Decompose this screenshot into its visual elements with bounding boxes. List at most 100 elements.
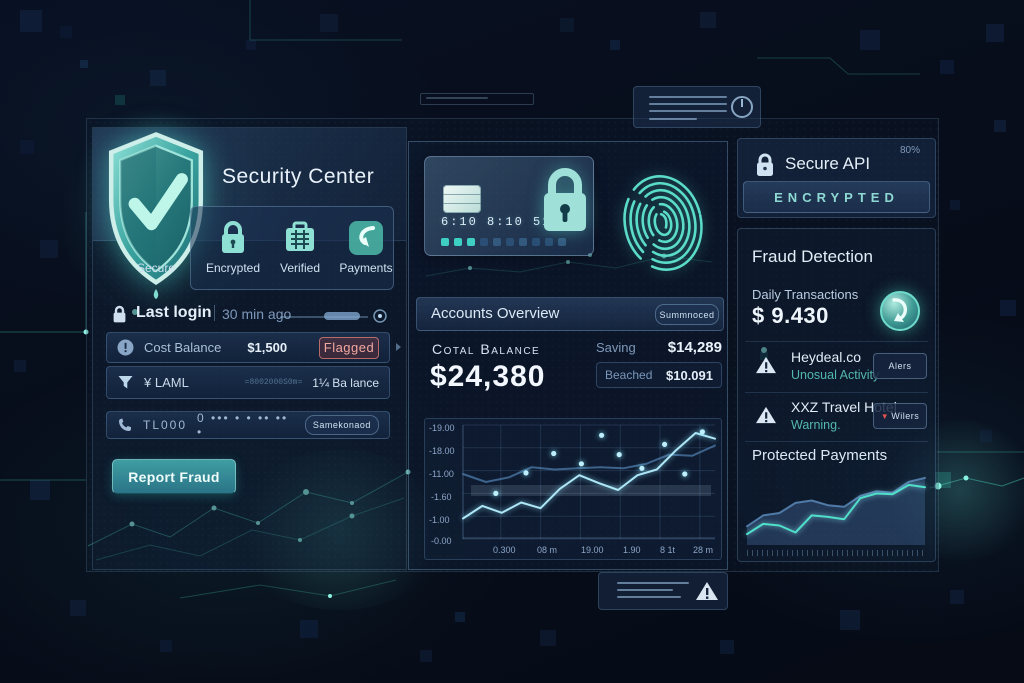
card-number: 6:10 8:10 5110 [441,215,570,229]
x-tick: 28 m [693,545,714,555]
y-tick: -19.00 [429,423,455,433]
protected-chart-ticks [747,550,925,556]
alert-name: Heydeal.co [791,349,862,365]
stat-saving: Saving $14,289 [596,339,722,356]
widget-text-line [649,110,727,112]
payments-arrow-icon[interactable] [347,219,385,257]
row-badge: Samekonaod [304,415,379,435]
card-dots [441,233,571,251]
page-title: Security Center [222,165,375,188]
alert-desc: Unosual Activity [791,368,880,382]
alert-row-xxz-travel[interactable]: XXZ Travel Hotel Warning. ▼ Wilers [745,395,928,439]
x-tick: 0.300 [493,545,516,555]
briefcase-icon[interactable] [282,221,318,255]
report-fraud-button[interactable]: Report Fraud [112,459,236,494]
widget-text-line [617,596,681,598]
daily-transactions-label: Daily Transactions [752,287,859,302]
clock-icon [731,96,753,118]
secure-api-percent: 80% [900,145,921,156]
feature-label-secure: Secure [136,261,176,275]
divider [745,341,928,342]
accounts-overview-badge: Summnoced [655,304,719,325]
x-tick: 08 m [537,545,558,555]
y-tick: -1.00 [429,515,450,525]
protected-payments-chart [746,476,926,545]
y-tick: -1.60 [431,492,452,502]
alert-circle-icon [117,339,134,356]
flagged-badge: Flagged [319,336,379,359]
alert-badge: Alers [873,353,927,379]
lock-icon[interactable] [215,219,251,257]
x-tick: 8 1t [660,545,676,555]
balance-chart-plot [462,424,716,540]
x-tick: 1.90 [623,545,641,555]
alert-badge-mark: ▼ [880,411,890,421]
last-login-ago: 30 min ago [222,306,292,322]
widget-text-line [649,96,727,98]
widget-text-line [649,103,727,105]
alert-row-heydeal[interactable]: Heydeal.co Unosual Activity Alers [745,345,928,389]
warning-triangle-icon [756,406,776,424]
login-progress-decor [280,309,387,323]
stat-value: $10.091 [666,367,713,383]
feature-label-payments: Payments [339,261,393,275]
shield-check-icon [108,132,204,300]
balance-chart: -19.00 -18.00 -11.00 -1.60 -1.00 -0.00 0… [424,418,722,560]
y-tick: -0.00 [431,536,452,546]
search-bar-line [426,97,488,99]
secure-api-panel: Secure API 80% ENCRYPTED [737,138,936,218]
fraud-detection-title: Fraud Detection [752,247,873,266]
lock-icon [757,153,773,176]
alert-badge: ▼ Wilers [873,403,927,429]
row-label: TL000 [143,418,188,432]
bottom-alert-widget[interactable] [598,572,728,610]
account-row-cost-balance[interactable]: Cost Balance $1,500 Flagged [106,332,390,363]
alert-desc: Warning. [791,418,841,432]
feature-label-verified: Verified [279,261,321,275]
filter-icon [118,376,133,389]
divider [745,441,928,442]
warning-triangle-icon [756,356,776,374]
accounts-overview-title: Accounts Overview [431,305,560,322]
feature-label-encrypted: Encrypted [205,261,261,275]
row-label: Cost Balance [144,340,222,355]
y-tick: -11.00 [429,469,454,479]
widget-text-line [617,582,689,584]
notification-widget[interactable] [633,86,761,128]
card-chip [443,185,481,213]
widget-text-line [649,118,697,120]
row-masked-value: 0 ••• • • •• •• • [197,411,289,439]
fingerprint-icon[interactable] [620,170,706,276]
stat-label: Beached [605,368,653,382]
top-search-bar[interactable] [420,93,534,105]
row-caret[interactable] [396,343,401,351]
protected-payments-title: Protected Payments [752,447,888,464]
alert-name: XXZ Travel Hotel [791,399,897,415]
x-tick: 19.00 [581,545,604,555]
fraud-detection-panel: Fraud Detection Daily Transactions $ 9.4… [737,228,936,562]
divider [745,392,928,393]
transaction-trend-icon[interactable] [878,289,922,333]
card-lock-icon [544,168,586,231]
secure-api-title: Secure API [785,154,871,173]
warning-triangle-icon [696,582,718,600]
phone-icon [119,418,131,431]
widget-text-line [617,589,673,591]
stat-beached[interactable]: Beached $10.091 [596,362,722,388]
login-lock-icon [113,305,126,323]
row-value: $1,500 [247,340,288,355]
stat-label: Saving [596,340,636,355]
account-row-laml[interactable]: ¥ LAML =8002000S0m= 1¼ Ba lance [106,366,390,399]
last-login-label: Last login [136,304,212,321]
account-row-phone[interactable]: TL000 0 ••• • • •• •• • Samekonaod [106,411,390,439]
stat-value: $14,289 [667,339,722,356]
daily-transactions-value: $ 9.430 [752,303,829,328]
row-masked-value: =8002000S0m= [244,378,303,387]
alert-badge-text: Wilers [891,411,920,421]
accounts-overview-header: Accounts Overview Summnoced [416,297,724,331]
total-balance-label: Cotal Balance [432,341,541,357]
encrypted-status: ENCRYPTED [743,181,930,213]
y-tick: -18.00 [429,446,455,456]
row-label: ¥ LAML [144,375,189,390]
